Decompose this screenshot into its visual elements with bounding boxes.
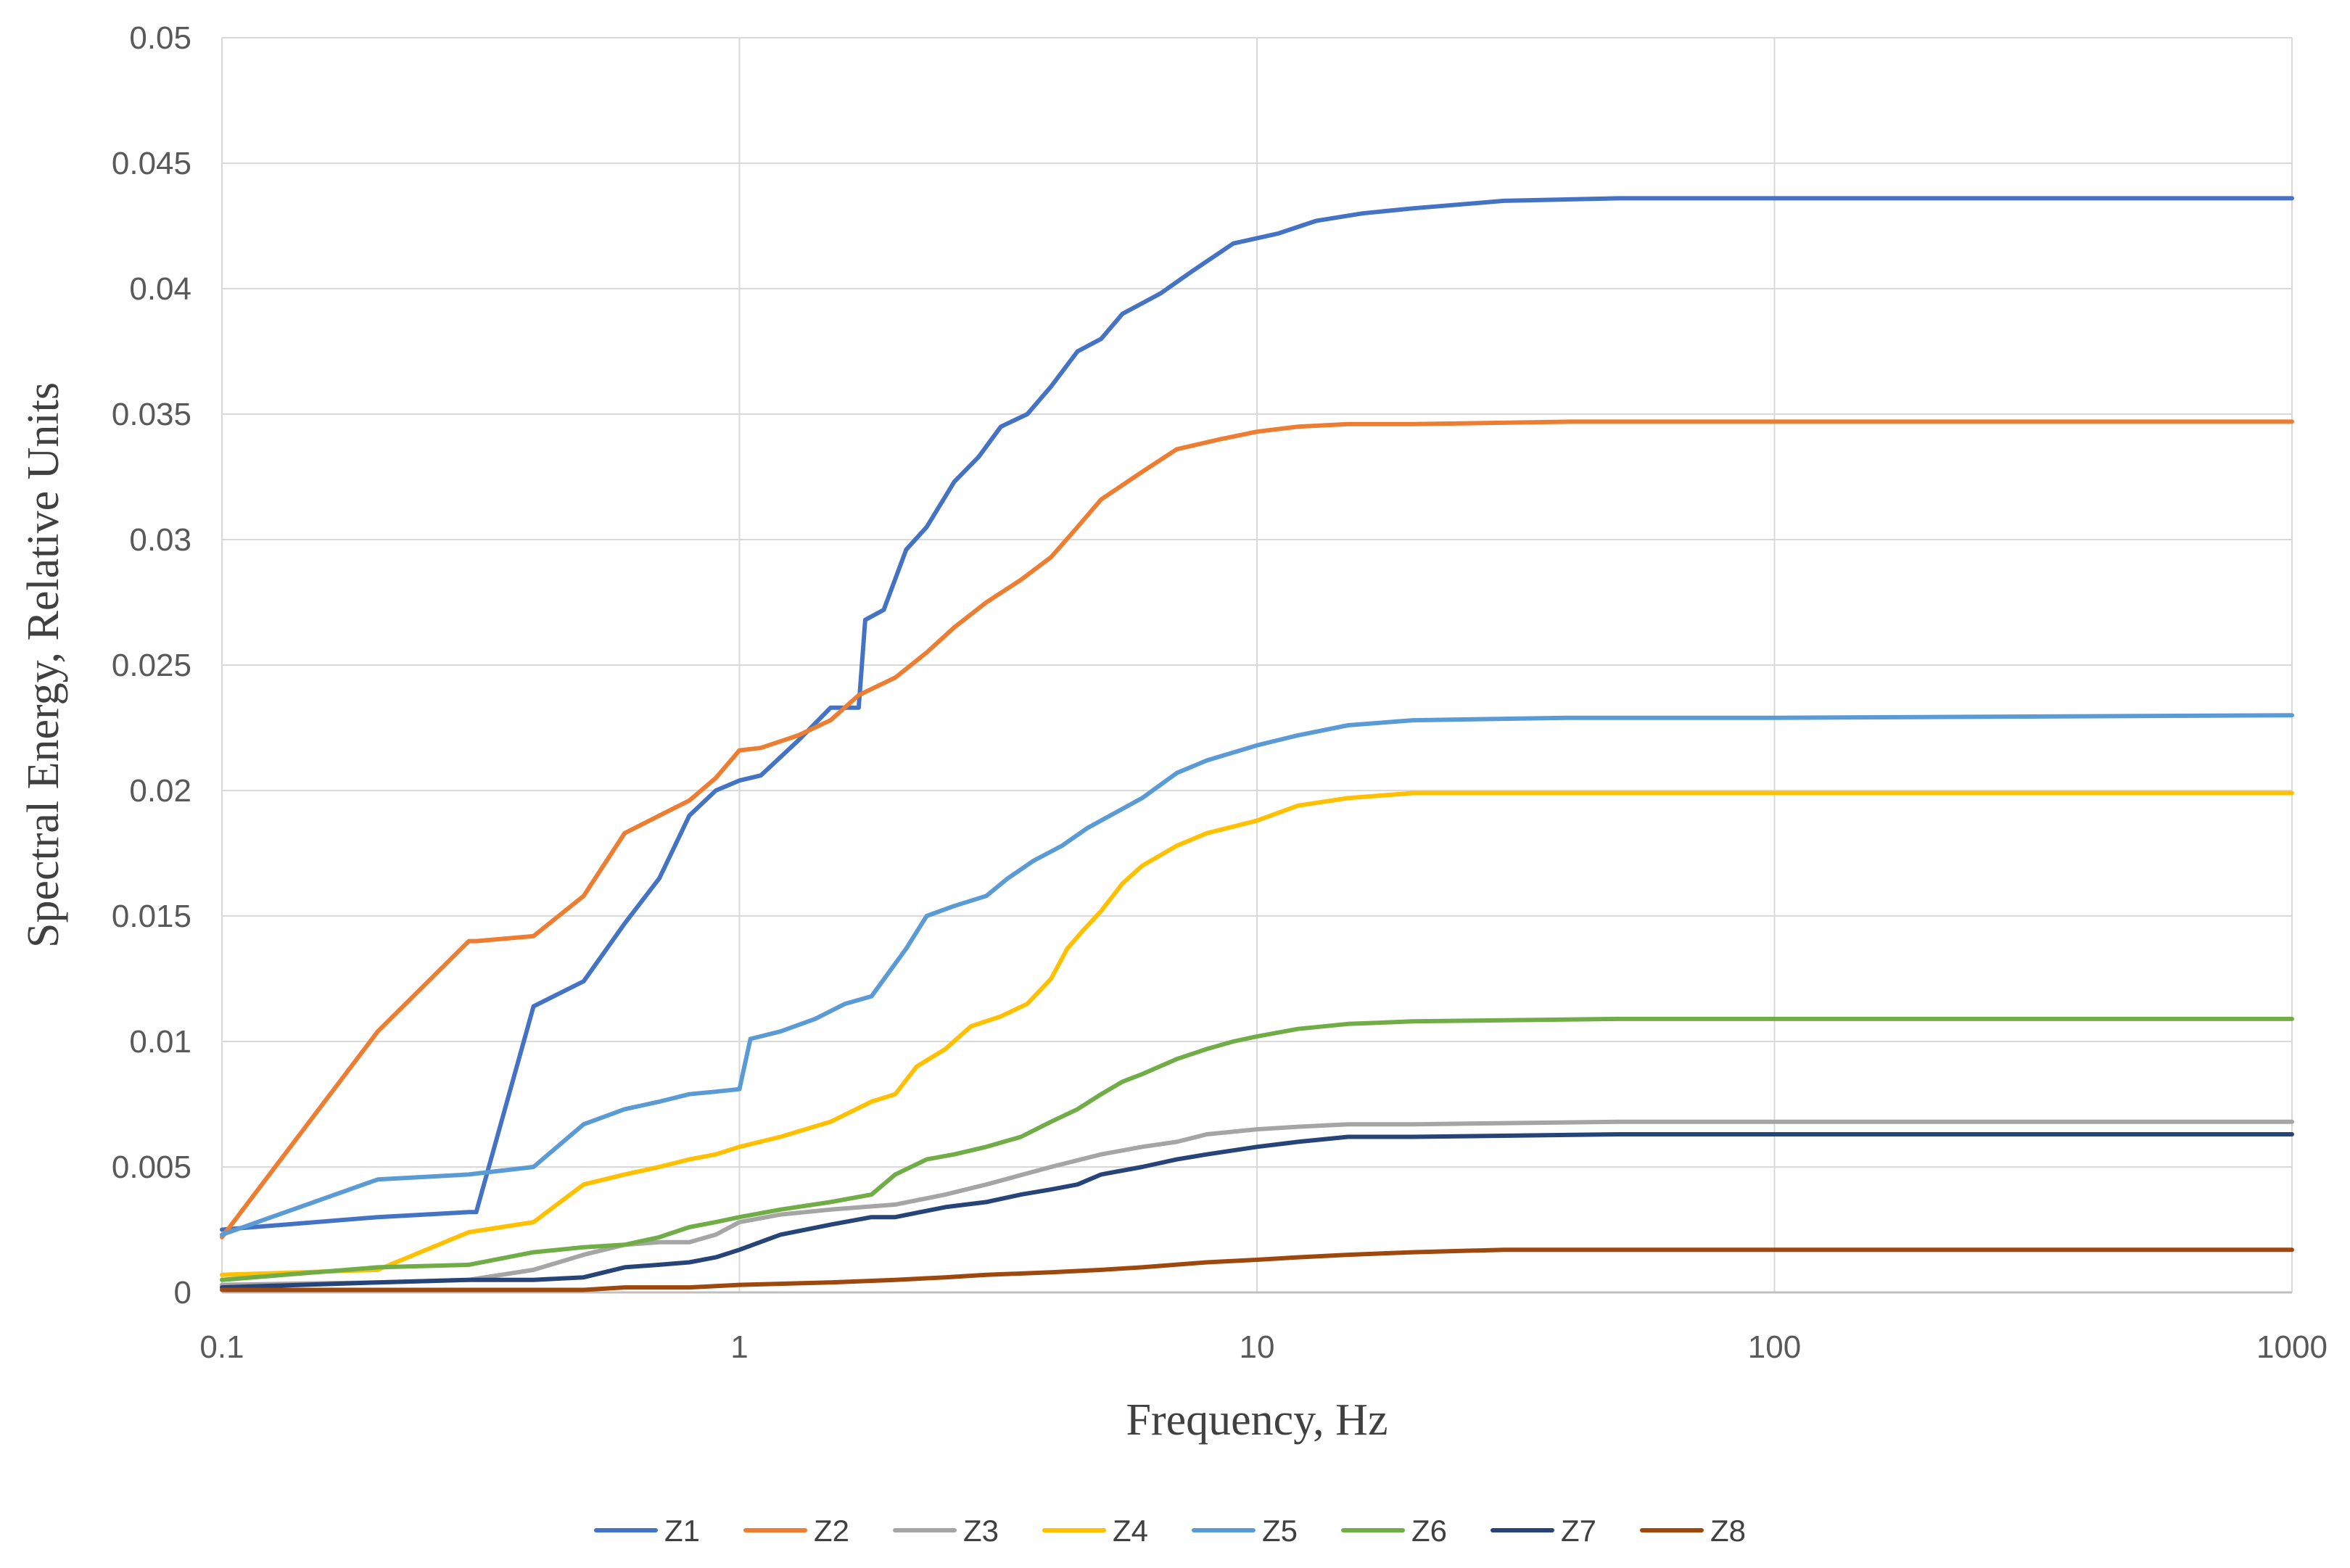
legend-label-z6: Z6 [1411, 1514, 1447, 1548]
x-tick-label: 1000 [2256, 1329, 2328, 1365]
x-tick-label: 10 [1240, 1329, 1275, 1365]
legend-label-z1: Z1 [664, 1514, 700, 1548]
x-tick-label: 0.1 [199, 1329, 244, 1365]
legend-label-z7: Z7 [1561, 1514, 1596, 1548]
series-line-z3 [220, 1119, 2294, 1287]
y-tick-label: 0.05 [129, 20, 191, 56]
series-line-z4 [220, 791, 2294, 1277]
series-line-z2 [220, 419, 2294, 1239]
tick-labels: 0 0.005 0.01 0.015 0.02 0.025 0.03 0.035 0.04 0.0… [112, 20, 2328, 1365]
y-tick-label: 0.015 [112, 899, 191, 934]
series-lines [220, 196, 2294, 1292]
y-tick-label: 0.02 [129, 773, 191, 809]
y-tick-label: 0.03 [129, 522, 191, 558]
y-tick-label: 0.04 [129, 271, 191, 307]
x-tick-label: 1 [730, 1329, 748, 1365]
y-tick-label: 0.035 [112, 397, 191, 432]
y-tick-label: 0.045 [112, 146, 191, 181]
y-tick-label: 0.01 [129, 1024, 191, 1060]
y-tick-label: 0 [174, 1275, 191, 1311]
y-tick-label: 0.025 [112, 648, 191, 683]
series-line-z6 [220, 1016, 2294, 1282]
series-line-z8 [220, 1247, 2294, 1292]
legend-label-z2: Z2 [814, 1514, 849, 1548]
axes [221, 38, 2292, 1294]
legend-label-z5: Z5 [1262, 1514, 1298, 1548]
y-axis-title: Spectral Energy, Relative Units [19, 382, 68, 948]
legend-label-z3: Z3 [963, 1514, 999, 1548]
x-tick-label: 100 [1748, 1329, 1801, 1365]
y-tick-label: 0.005 [112, 1150, 191, 1185]
legend-label-z4: Z4 [1113, 1514, 1148, 1548]
legend-label-z8: Z8 [1710, 1514, 1746, 1548]
series-line-z5 [220, 713, 2294, 1237]
legend: Z1 Z2 Z3 Z4 Z5 Z6 Z7 Z8 [594, 1514, 1746, 1548]
series-line-z7 [220, 1132, 2294, 1290]
series-line-z1 [220, 196, 2294, 1232]
x-axis-title: Frequency, Hz [1126, 1395, 1388, 1445]
